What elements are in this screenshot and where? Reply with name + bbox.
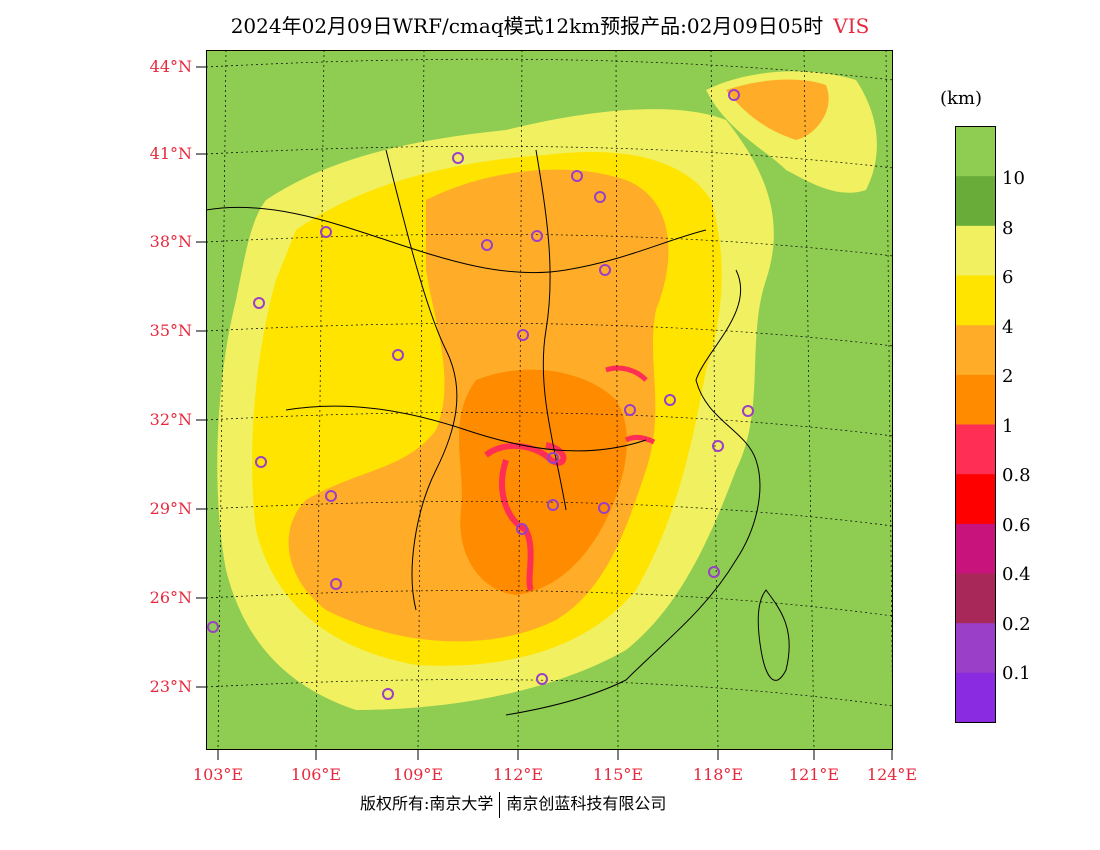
colorbar-label: 0.1 <box>1002 663 1031 684</box>
colorbar-label: 6 <box>1002 267 1014 288</box>
city-marker <box>742 405 754 417</box>
title-text: 2024年02月09日WRF/cmaq模式12km预报产品:02月09日05时 <box>230 14 824 38</box>
colorbar-swatch <box>955 672 996 723</box>
colorbar-label: 8 <box>1002 218 1014 239</box>
colorbar-label: 4 <box>1002 317 1014 338</box>
city-marker <box>664 394 676 406</box>
map-frame <box>206 50 893 750</box>
city-marker <box>708 566 720 578</box>
colorbar <box>955 126 996 723</box>
lon-label: 106°E <box>290 765 342 784</box>
lat-label: 29°N <box>149 499 192 518</box>
city-marker <box>207 621 219 633</box>
city-marker <box>571 170 583 182</box>
city-marker <box>536 673 548 685</box>
city-marker <box>531 230 543 242</box>
lon-label: 124°E <box>866 765 918 784</box>
colorbar-swatch <box>955 424 996 475</box>
graticule <box>206 50 893 750</box>
lat-label: 26°N <box>149 588 192 607</box>
vis-1km-region <box>459 369 627 595</box>
visibility-map <box>206 50 893 750</box>
city-marker <box>382 688 394 700</box>
city-marker <box>712 440 724 452</box>
map-title: 2024年02月09日WRF/cmaq模式12km预报产品:02月09日05时 V… <box>0 10 1100 39</box>
colorbar-swatch <box>955 474 996 525</box>
city-marker <box>547 499 559 511</box>
city-marker <box>598 502 610 514</box>
vis-2km-northeast <box>726 79 829 140</box>
colorbar-swatch <box>955 176 996 227</box>
lat-ticks <box>196 66 206 688</box>
city-marker <box>392 349 404 361</box>
lat-label: 23°N <box>149 677 192 696</box>
city-marker <box>516 523 528 535</box>
colorbar-label: 0.4 <box>1002 564 1031 585</box>
colorbar-swatch <box>955 374 996 425</box>
colorbar-label: 0.8 <box>1002 465 1031 486</box>
lat-label: 38°N <box>149 232 192 251</box>
colorbar-swatch <box>955 623 996 674</box>
city-marker <box>452 152 464 164</box>
colorbar-swatch <box>955 126 996 177</box>
lat-label: 44°N <box>149 57 192 76</box>
city-marker <box>599 264 611 276</box>
credit-owner: 版权所有:南京大学 <box>360 794 494 813</box>
credit-separator <box>499 791 501 818</box>
lon-label: 121°E <box>788 765 840 784</box>
city-marker <box>728 89 740 101</box>
city-markers <box>207 89 754 700</box>
colorbar-label: 1 <box>1002 416 1014 437</box>
colorbar-swatch <box>955 573 996 624</box>
city-marker <box>624 404 636 416</box>
vis-below-1km-patch <box>605 365 656 445</box>
lat-label: 41°N <box>149 144 192 163</box>
variable-label: VIS <box>833 14 870 38</box>
city-marker <box>330 578 342 590</box>
colorbar-swatch <box>955 325 996 376</box>
lon-label: 109°E <box>392 765 444 784</box>
colorbar-label: 0.6 <box>1002 515 1031 536</box>
lat-label: 32°N <box>149 410 192 429</box>
colorbar-label: 2 <box>1002 366 1014 387</box>
lon-label: 112°E <box>492 765 544 784</box>
lat-label: 35°N <box>149 321 192 340</box>
city-marker <box>481 239 493 251</box>
city-marker <box>253 297 265 309</box>
colorbar-swatch <box>955 225 996 276</box>
lon-label: 118°E <box>692 765 744 784</box>
credit-line: 版权所有:南京大学 南京创蓝科技有限公司 <box>360 790 666 818</box>
colorbar-unit: (km) <box>940 88 983 109</box>
colorbar-label: 0.2 <box>1002 614 1031 635</box>
lon-label: 115°E <box>592 765 644 784</box>
colorbar-swatch <box>955 523 996 574</box>
credit-company: 南京创蓝科技有限公司 <box>506 794 667 813</box>
lon-ticks <box>217 750 893 760</box>
lon-label: 103°E <box>192 765 244 784</box>
city-marker <box>325 490 337 502</box>
city-marker <box>547 452 559 464</box>
city-marker <box>517 329 529 341</box>
colorbar-swatch <box>955 275 996 326</box>
city-marker <box>594 191 606 203</box>
colorbar-label: 10 <box>1002 168 1025 189</box>
city-marker <box>320 226 332 238</box>
city-marker <box>255 456 267 468</box>
